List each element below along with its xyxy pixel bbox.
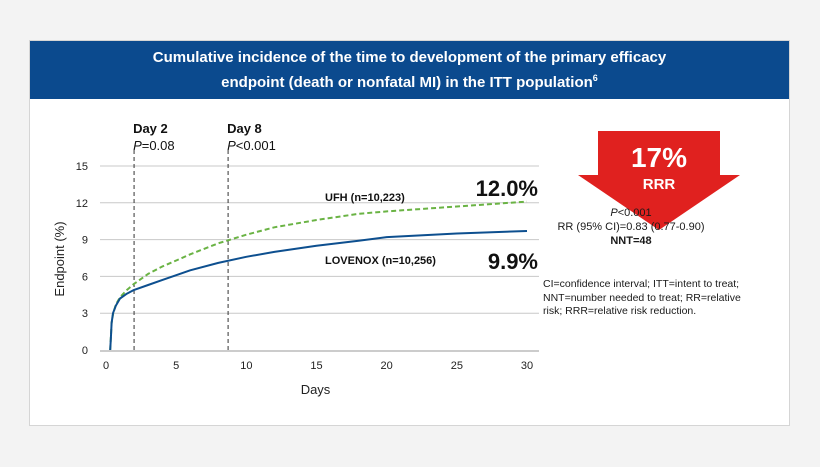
ufh-end-value: 12.0% <box>476 176 538 201</box>
x-tick-label: 20 <box>381 360 393 372</box>
y-tick-label: 0 <box>82 345 88 357</box>
day-marker-pvalue: P<0.001 <box>227 138 276 153</box>
ufh-series-label: UFH (n=10,223) <box>325 192 405 204</box>
title-banner: Cumulative incidence of the time to deve… <box>30 41 789 99</box>
x-tick-label: 5 <box>173 360 179 372</box>
stats-block: P<0.001 RR (95% CI)=0.83 (0.77-0.90) NNT… <box>540 206 722 248</box>
x-tick-label: 0 <box>103 360 109 372</box>
y-tick-label: 9 <box>82 235 88 247</box>
day-marker-label: Day 8 <box>227 121 262 136</box>
footnote: CI=confidence interval; ITT=intent to tr… <box>543 278 741 317</box>
stats-rr: RR (95% CI)=0.83 (0.77-0.90) <box>557 221 705 233</box>
y-tick-label: 6 <box>82 271 88 283</box>
chart-card: Cumulative incidence of the time to deve… <box>29 40 790 426</box>
stats-nnt: NNT=48 <box>610 235 652 247</box>
ufh-series-line <box>109 200 528 351</box>
x-axis-title: Days <box>301 382 331 397</box>
lovenox-end-value: 9.9% <box>488 249 538 274</box>
day-marker-label: Day 2 <box>133 121 168 136</box>
title-superscript: 6 <box>592 72 598 83</box>
y-tick-label: 15 <box>76 161 88 173</box>
rrr-down-arrow-icon <box>578 131 740 230</box>
y-tick-label: 3 <box>82 308 88 320</box>
rrr-label: RRR <box>643 176 676 193</box>
x-tick-label: 25 <box>451 360 463 372</box>
x-tick-label: 15 <box>310 360 322 372</box>
rrr-percent: 17% <box>631 142 687 173</box>
x-tick-label: 30 <box>521 360 533 372</box>
day-marker-pvalue: P=0.08 <box>133 138 175 153</box>
chart-title: Cumulative incidence of the time to deve… <box>152 48 667 91</box>
y-tick-label: 12 <box>76 198 88 210</box>
lovenox-series-label: LOVENOX (n=10,256) <box>325 255 436 267</box>
stats-p-value: P<0.001 <box>610 207 652 219</box>
x-tick-label: 10 <box>240 360 252 372</box>
lovenox-series-line <box>109 230 528 351</box>
y-axis-title: Endpoint (%) <box>52 221 67 296</box>
